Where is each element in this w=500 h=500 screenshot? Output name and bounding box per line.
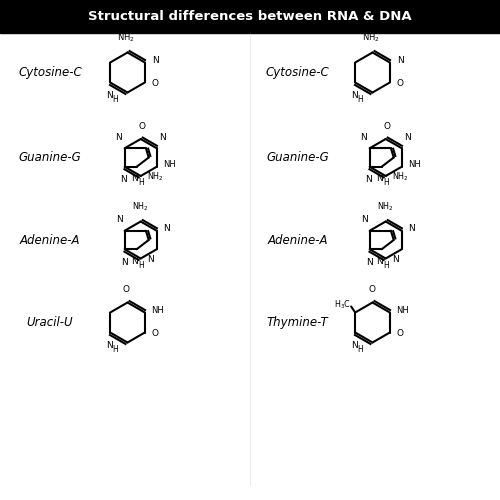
Text: H: H — [384, 261, 389, 270]
Text: Cytosine-C: Cytosine-C — [266, 66, 330, 79]
Bar — [0, 0, 500, 32]
Text: O: O — [368, 286, 375, 294]
Text: N: N — [366, 258, 372, 266]
Text: O: O — [396, 329, 404, 338]
Text: O: O — [152, 329, 158, 338]
Text: O: O — [397, 79, 404, 88]
Text: H: H — [358, 345, 363, 354]
Text: N: N — [376, 257, 383, 266]
Text: N: N — [147, 255, 154, 264]
Text: H: H — [112, 345, 118, 354]
Text: N: N — [121, 258, 128, 266]
Text: N: N — [376, 174, 383, 183]
Text: H$_3$C: H$_3$C — [334, 298, 351, 310]
Text: O: O — [152, 79, 159, 88]
Text: NH$_2$: NH$_2$ — [362, 32, 380, 44]
Text: H: H — [138, 178, 144, 187]
Text: N: N — [163, 224, 170, 233]
Text: Adenine-A: Adenine-A — [267, 234, 328, 246]
Text: H: H — [138, 261, 144, 270]
Text: NH$_2$: NH$_2$ — [377, 200, 394, 213]
Text: Uracil-U: Uracil-U — [26, 316, 74, 329]
Text: N: N — [116, 215, 122, 224]
Text: O: O — [123, 286, 130, 294]
Text: N: N — [120, 176, 126, 184]
Text: Adenine-A: Adenine-A — [20, 234, 80, 246]
Text: Guanine-G: Guanine-G — [266, 151, 329, 164]
Text: O: O — [383, 122, 390, 131]
Text: N: N — [132, 257, 138, 266]
Text: N: N — [159, 133, 166, 142]
Text: Thymine-T: Thymine-T — [266, 316, 328, 329]
Text: H: H — [112, 95, 118, 104]
Text: N: N — [392, 255, 399, 264]
Text: N: N — [404, 133, 411, 142]
Text: Cytosine-C: Cytosine-C — [18, 66, 82, 79]
Text: N: N — [352, 91, 358, 100]
Text: N: N — [116, 133, 122, 142]
Text: NH: NH — [396, 306, 409, 315]
Text: N: N — [152, 56, 158, 65]
Text: H: H — [384, 178, 389, 187]
Text: N: N — [106, 91, 113, 100]
Text: NH: NH — [408, 160, 421, 169]
Text: NH$_2$: NH$_2$ — [392, 171, 409, 183]
Text: NH$_2$: NH$_2$ — [117, 32, 135, 44]
Text: H: H — [358, 95, 363, 104]
Text: N: N — [352, 341, 358, 350]
Text: N: N — [397, 56, 404, 65]
Text: NH: NH — [152, 306, 164, 315]
Text: N: N — [106, 341, 113, 350]
Text: N: N — [365, 176, 372, 184]
Text: Structural differences between RNA & DNA: Structural differences between RNA & DNA — [88, 10, 412, 22]
Text: NH$_2$: NH$_2$ — [132, 200, 149, 213]
Text: N: N — [360, 133, 367, 142]
Text: Guanine-G: Guanine-G — [18, 151, 82, 164]
Text: N: N — [132, 174, 138, 183]
Text: N: N — [361, 215, 368, 224]
Text: O: O — [138, 122, 145, 131]
Text: NH: NH — [163, 160, 176, 169]
Text: NH$_2$: NH$_2$ — [147, 171, 164, 183]
Text: N: N — [408, 224, 415, 233]
